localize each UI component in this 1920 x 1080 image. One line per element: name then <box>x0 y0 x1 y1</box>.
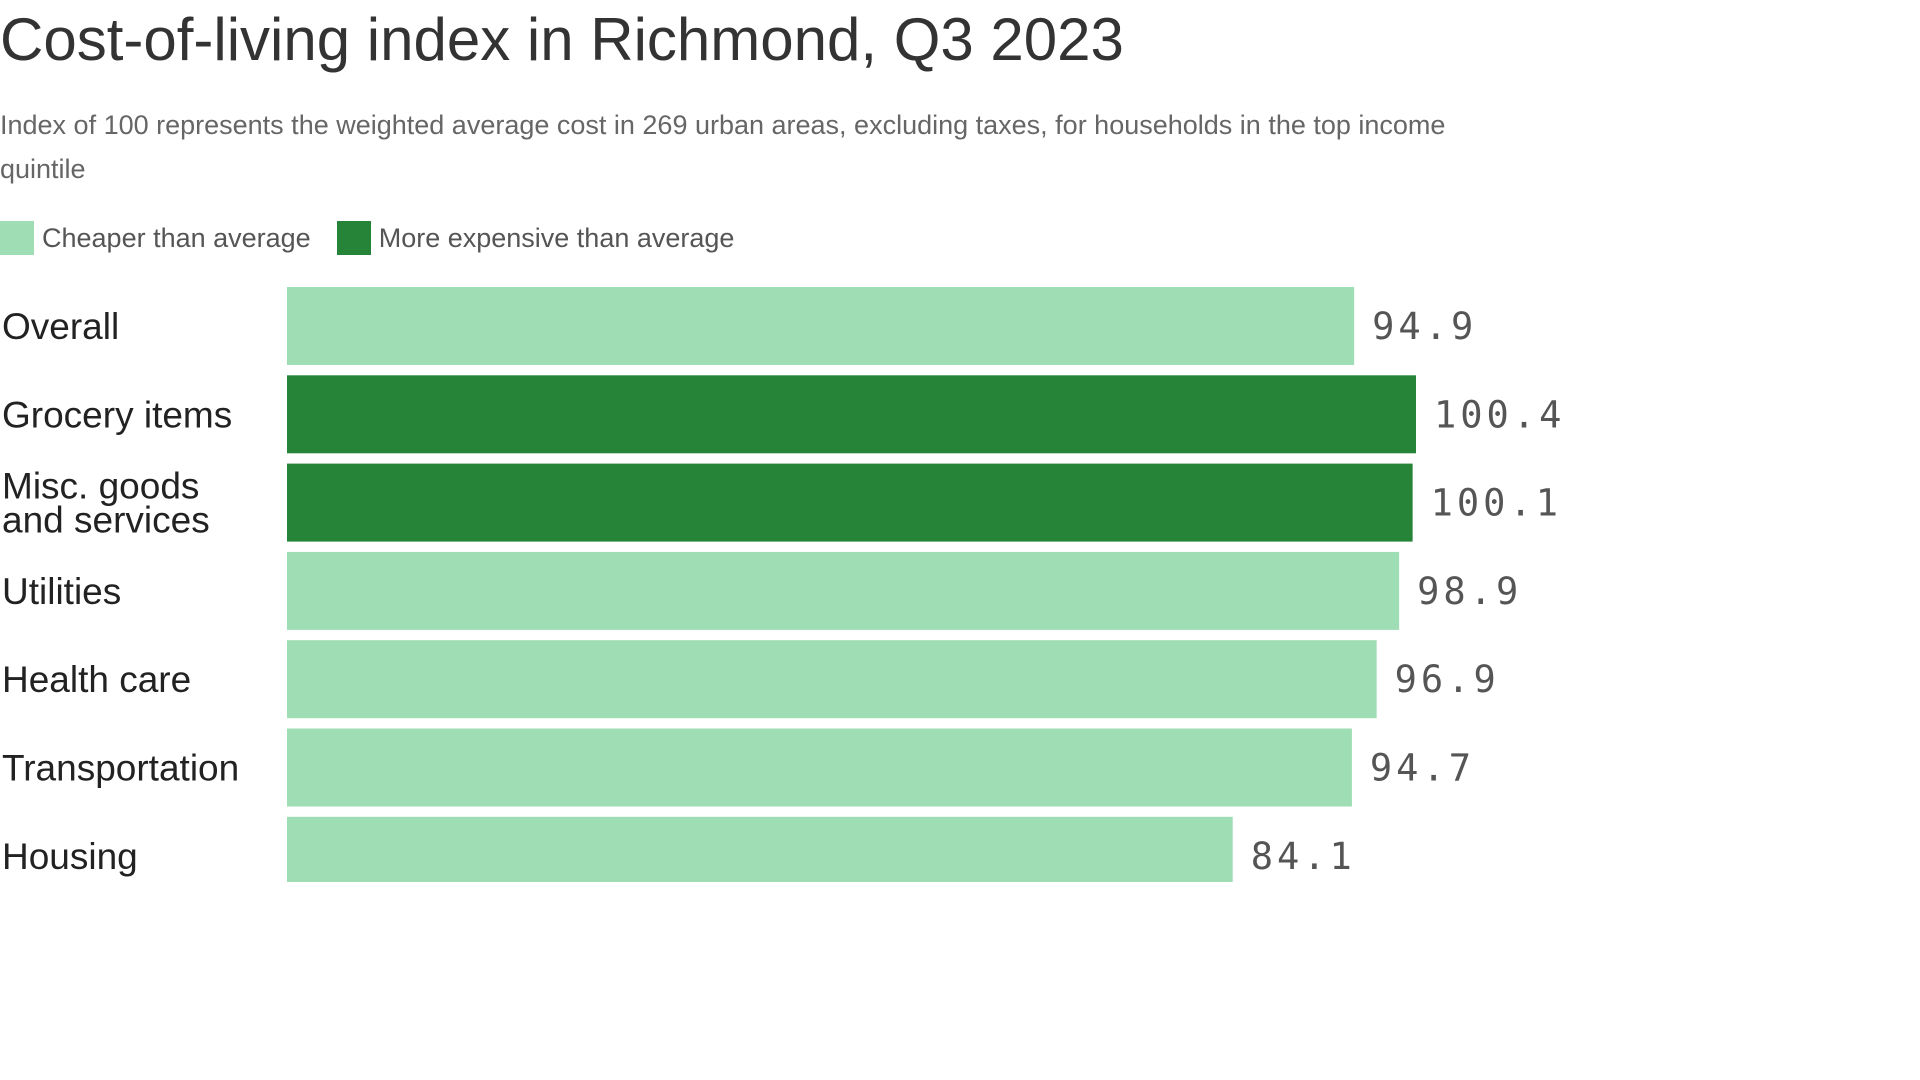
value-label-misc-goods-and-services: 100.1 <box>1431 482 1562 525</box>
category-label-overall: Overall <box>2 306 119 347</box>
value-label-overall: 94.9 <box>1372 305 1477 348</box>
value-label-health-care: 96.9 <box>1395 658 1500 701</box>
legend-item-more-expensive: More expensive than average <box>336 221 735 255</box>
value-label-transportation: 94.7 <box>1370 747 1475 790</box>
category-label-misc-goods-and-services: Misc. goods and services <box>2 466 210 541</box>
value-label-grocery-items: 100.4 <box>1434 393 1565 436</box>
legend-item-cheaper: Cheaper than average <box>0 221 311 255</box>
legend-swatch-cheaper <box>0 221 34 255</box>
legend-label-more-expensive: More expensive than average <box>378 222 735 253</box>
chart-subtitle: Index of 100 represents the weighted ave… <box>0 110 1446 184</box>
bar-health-care <box>287 640 1377 719</box>
bar-utilities <box>287 551 1400 630</box>
legend-label-cheaper: Cheaper than average <box>42 222 311 253</box>
legend-swatch-more-expensive <box>336 221 371 255</box>
category-label-transportation: Transportation <box>2 748 239 789</box>
bar-misc-goods-and-services <box>287 463 1413 542</box>
chart-title: Cost-of-living index in Richmond, Q3 202… <box>0 6 1124 73</box>
value-label-utilities: 98.9 <box>1417 570 1522 613</box>
category-label-housing: Housing <box>2 836 138 877</box>
value-label-housing: 84.1 <box>1251 835 1356 878</box>
bar-housing <box>287 816 1233 882</box>
bar-grocery-items <box>287 375 1416 454</box>
bar-transportation <box>287 728 1352 807</box>
bar-overall <box>287 287 1355 365</box>
category-label-health-care: Health care <box>2 659 191 700</box>
category-label-grocery-items: Grocery items <box>2 394 232 435</box>
category-label-utilities: Utilities <box>2 571 121 612</box>
legend: Cheaper than average More expensive than… <box>0 220 760 256</box>
bar-chart: Overall 94.9 Grocery items 100.4 Misc. goods… <box>2 287 1565 882</box>
